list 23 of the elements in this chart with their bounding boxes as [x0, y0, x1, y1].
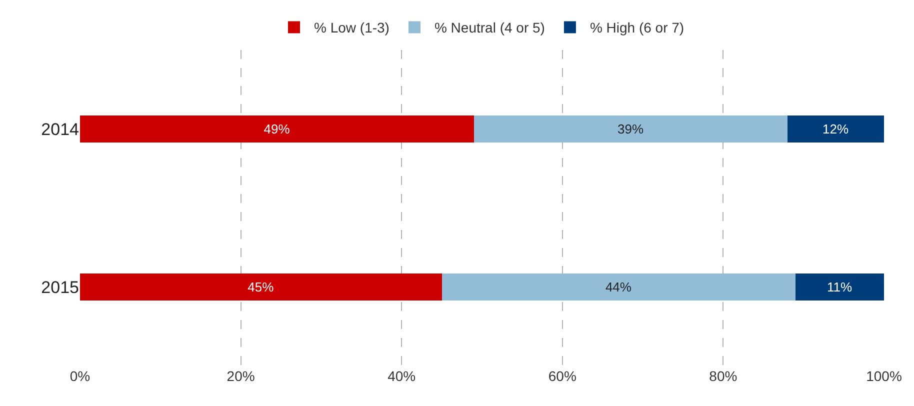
x-tick-label: 0% [70, 368, 90, 384]
data-label: 11% [827, 280, 853, 294]
y-tick-label: 2015 [41, 278, 79, 297]
bar [788, 116, 884, 142]
data-label: 44% [605, 280, 632, 294]
legend-label: % High (6 or 7) [590, 20, 684, 36]
bar [474, 116, 788, 142]
data-label: 12% [822, 122, 849, 136]
bar [80, 274, 442, 300]
x-tick-label: 40% [388, 368, 416, 384]
data-label: 39% [618, 122, 644, 136]
bar [80, 116, 474, 142]
legend-label: % Neutral (4 or 5) [434, 20, 545, 36]
bar [442, 274, 796, 300]
y-tick-label: 2014 [41, 120, 79, 139]
bar [796, 274, 884, 300]
data-label: 49% [264, 122, 290, 136]
x-tick-label: 100% [866, 368, 902, 384]
x-tick-label: 20% [226, 368, 255, 384]
data-label: 45% [248, 280, 274, 294]
x-tick-label: 60% [548, 368, 576, 384]
x-tick-label: 80% [709, 368, 738, 384]
legend-label: % Low (1-3) [314, 20, 390, 36]
